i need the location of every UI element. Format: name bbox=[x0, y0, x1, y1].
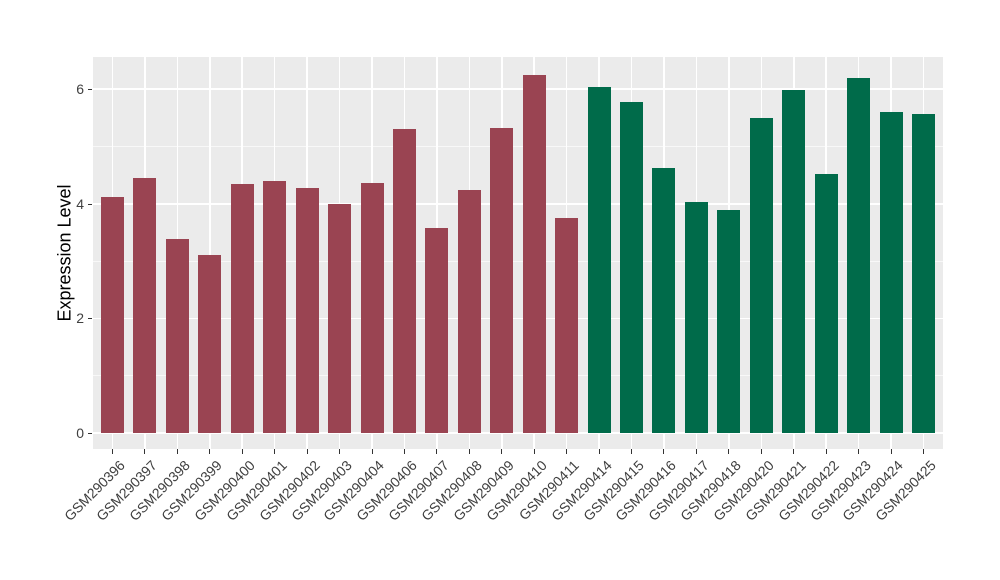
bar bbox=[587, 86, 611, 433]
x-tick-mark bbox=[176, 449, 178, 454]
x-tick-mark bbox=[306, 449, 308, 454]
bar bbox=[717, 210, 741, 433]
bar bbox=[295, 188, 319, 433]
x-tick-mark bbox=[760, 449, 762, 454]
bar bbox=[133, 178, 157, 433]
bar bbox=[230, 183, 254, 433]
x-tick-mark bbox=[890, 449, 892, 454]
bar bbox=[847, 77, 871, 433]
x-tick-mark bbox=[793, 449, 795, 454]
bar bbox=[392, 129, 416, 433]
bar bbox=[263, 180, 287, 433]
bar bbox=[620, 101, 644, 433]
y-tick-mark bbox=[88, 433, 92, 434]
bar bbox=[782, 89, 806, 433]
x-tick-mark bbox=[209, 449, 211, 454]
x-tick-mark bbox=[825, 449, 827, 454]
bar bbox=[328, 203, 352, 433]
x-tick-mark bbox=[144, 449, 146, 454]
y-tick-label: 0 bbox=[76, 425, 84, 441]
x-tick-mark bbox=[695, 449, 697, 454]
bar bbox=[457, 190, 481, 433]
bar bbox=[749, 118, 773, 433]
x-tick-mark bbox=[241, 449, 243, 454]
x-tick-mark bbox=[403, 449, 405, 454]
gridline-major bbox=[93, 88, 943, 90]
bar bbox=[555, 217, 579, 433]
x-tick-mark bbox=[598, 449, 600, 454]
x-tick-mark bbox=[436, 449, 438, 454]
y-tick-label: 6 bbox=[76, 81, 84, 98]
y-tick-mark bbox=[88, 318, 92, 320]
x-tick-mark bbox=[533, 449, 535, 454]
bar bbox=[522, 74, 546, 433]
x-tick-mark bbox=[274, 449, 276, 454]
gridline-minor bbox=[93, 260, 943, 262]
x-tick-mark bbox=[858, 449, 860, 454]
plot-panel bbox=[93, 57, 943, 449]
x-tick-mark bbox=[371, 449, 373, 454]
gridline-major bbox=[93, 432, 943, 434]
bar bbox=[684, 201, 708, 433]
bar bbox=[360, 183, 384, 433]
y-tick-label: 2 bbox=[76, 310, 84, 327]
gridline-minor bbox=[93, 146, 943, 147]
gridline-major bbox=[93, 317, 943, 320]
x-tick-mark bbox=[339, 449, 341, 454]
x-tick-mark bbox=[111, 449, 113, 454]
x-tick-mark bbox=[663, 449, 665, 454]
bar bbox=[490, 128, 514, 433]
bar bbox=[879, 112, 903, 433]
bar bbox=[912, 113, 936, 433]
bar bbox=[814, 174, 838, 433]
bar bbox=[100, 196, 124, 433]
x-tick-mark bbox=[923, 449, 925, 454]
x-tick-mark bbox=[728, 449, 730, 454]
x-tick-mark bbox=[501, 449, 503, 454]
gridline-major bbox=[93, 203, 943, 205]
y-tick-mark bbox=[88, 203, 92, 205]
bar bbox=[165, 238, 189, 433]
bar bbox=[425, 227, 449, 433]
gridline-minor bbox=[93, 375, 943, 377]
y-tick-label: 4 bbox=[76, 195, 84, 212]
x-tick-mark bbox=[566, 449, 568, 454]
x-tick-mark bbox=[631, 449, 633, 454]
x-tick-mark bbox=[468, 449, 470, 454]
bar bbox=[652, 168, 676, 433]
y-tick-mark bbox=[88, 89, 92, 91]
gridline-vertical bbox=[209, 57, 211, 449]
bar bbox=[198, 254, 222, 433]
